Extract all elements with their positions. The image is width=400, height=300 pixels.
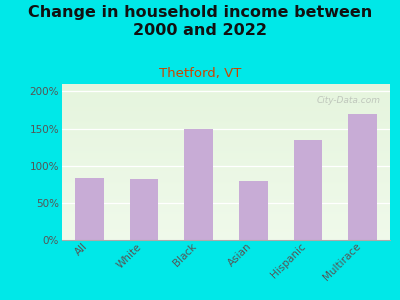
Bar bbox=[75, 178, 104, 240]
Bar bbox=[130, 179, 158, 240]
Text: Change in household income between
2000 and 2022: Change in household income between 2000 … bbox=[28, 4, 372, 38]
Bar bbox=[294, 140, 322, 240]
Bar bbox=[239, 181, 268, 240]
Bar bbox=[348, 114, 377, 240]
Text: City-Data.com: City-Data.com bbox=[316, 97, 380, 106]
Bar bbox=[184, 129, 213, 240]
Text: Thetford, VT: Thetford, VT bbox=[159, 68, 241, 80]
